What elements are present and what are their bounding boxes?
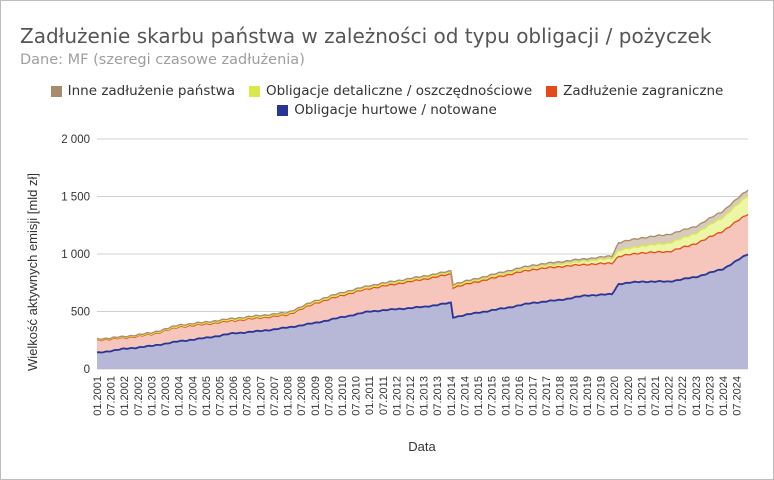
x-tick-label: 07.2023 [704, 376, 716, 416]
x-tick-label: 01.2010 [337, 376, 349, 416]
legend-row-2: Obligacje hurtowe / notowane [0, 102, 774, 118]
x-tick-label: 07.2006 [242, 376, 254, 416]
x-tick-label: 07.2019 [596, 376, 608, 416]
x-tick-label: 01.2006 [228, 376, 240, 416]
legend-row-1: Inne zadłużenie państwa Obligacje detali… [0, 83, 774, 99]
legend-item-zagraniczne[interactable]: Zadłużenie zagraniczne [546, 83, 723, 99]
area-zagraniczne [97, 214, 748, 353]
x-tick-label: 01.2015 [473, 376, 485, 416]
x-tick-label: 07.2008 [296, 376, 308, 416]
x-tick-label: 01.2011 [364, 376, 376, 415]
x-tick-label: 01.2008 [283, 376, 295, 416]
x-tick-label: 01.2023 [691, 376, 703, 416]
chart-title: Zadłużenie skarbu państwa w zależności o… [20, 24, 712, 48]
x-tick-label: 07.2011 [378, 376, 390, 415]
legend-swatch-zagraniczne [546, 85, 558, 97]
x-tick-label: 07.2013 [432, 376, 444, 416]
legend-item-hurtowe[interactable]: Obligacje hurtowe / notowane [277, 102, 497, 118]
x-tick-label: 01.2012 [391, 376, 403, 416]
x-tick-label: 01.2021 [636, 376, 648, 416]
x-tick-label: 07.2016 [514, 376, 526, 416]
x-tick-label: 07.2012 [405, 376, 417, 416]
x-tick-label: 01.2018 [555, 376, 567, 416]
legend-item-detaliczne[interactable]: Obligacje detaliczne / oszczędnościowe [248, 83, 533, 99]
x-tick-label: 07.2015 [487, 376, 499, 416]
area-layer [97, 190, 748, 369]
x-tick-label: 07.2010 [351, 376, 363, 416]
line-inne [96, 189, 749, 341]
x-tick-label: 07.2007 [269, 376, 281, 416]
legend-swatch-detaliczne [248, 85, 260, 97]
x-tick-label: 07.2021 [650, 376, 662, 416]
x-tick-label: 01.2004 [174, 376, 186, 416]
x-axis-label: Data [408, 439, 436, 454]
x-tick-label: 01.2014 [446, 376, 458, 416]
x-tick-label: 01.2001 [92, 376, 104, 416]
line-layer [96, 189, 749, 354]
x-tick-label: 07.2001 [106, 376, 118, 416]
legend-swatch-inne [50, 85, 62, 97]
x-tick-label: 01.2003 [146, 376, 158, 416]
x-tick-label: 07.2014 [459, 376, 471, 416]
x-tick-label: 01.2022 [664, 376, 676, 416]
x-tick-label: 01.2024 [718, 376, 730, 416]
legend-swatch-hurtowe [277, 104, 289, 116]
legend-label-inne: Inne zadłużenie państwa [67, 83, 235, 99]
y-tick-label: 2 000 [61, 134, 90, 146]
area-hurtowe [97, 254, 748, 369]
x-tick-label: 07.2018 [568, 376, 580, 416]
x-tick-label: 07.2009 [323, 376, 335, 416]
x-tick-label: 01.2017 [528, 376, 540, 416]
y-tick-label: 0 [84, 364, 90, 376]
legend-label-hurtowe: Obligacje hurtowe / notowane [294, 102, 497, 118]
x-tick-label: 01.2009 [310, 376, 322, 416]
x-tick-label: 01.2005 [201, 376, 213, 416]
x-tick-label: 01.2020 [609, 376, 621, 416]
legend-label-detaliczne: Obligacje detaliczne / oszczędnościowe [265, 83, 533, 99]
x-tick-label: 07.2017 [541, 376, 553, 416]
line-zagraniczne [96, 213, 749, 342]
x-tick-label: 07.2005 [214, 376, 226, 416]
x-tick-label: 01.2019 [582, 376, 594, 416]
axis-layer: 0 500 1 000 1 500 2 000 01.2001 07.2001 01.2002… [61, 134, 743, 416]
x-tick-label: 07.2024 [732, 376, 744, 416]
x-tick-label: 01.2013 [419, 376, 431, 416]
chart-subtitle: Dane: MF (szeregi czasowe zadłużenia) [20, 52, 305, 68]
y-tick-label: 1 500 [61, 192, 90, 204]
y-tick-label: 500 [71, 307, 90, 319]
x-tick-label: 07.2020 [623, 376, 635, 416]
x-tick-label: 07.2004 [187, 376, 199, 416]
legend-item-inne[interactable]: Inne zadłużenie państwa [50, 83, 235, 99]
y-tick-label: 1 000 [61, 249, 90, 261]
legend-label-zagraniczne: Zadłużenie zagraniczne [563, 83, 724, 99]
line-hurtowe [96, 253, 749, 354]
y-axis-label: Wielkość aktywnych emisji [mld zł] [25, 173, 40, 371]
x-tick-label: 01.2007 [255, 376, 267, 416]
x-tick-label: 07.2002 [133, 376, 145, 416]
x-tick-label: 07.2003 [160, 376, 172, 416]
x-tick-label: 01.2002 [119, 376, 131, 416]
line-detaliczne [96, 195, 749, 341]
x-tick-label: 07.2022 [677, 376, 689, 416]
x-tick-label: 01.2016 [500, 376, 512, 416]
